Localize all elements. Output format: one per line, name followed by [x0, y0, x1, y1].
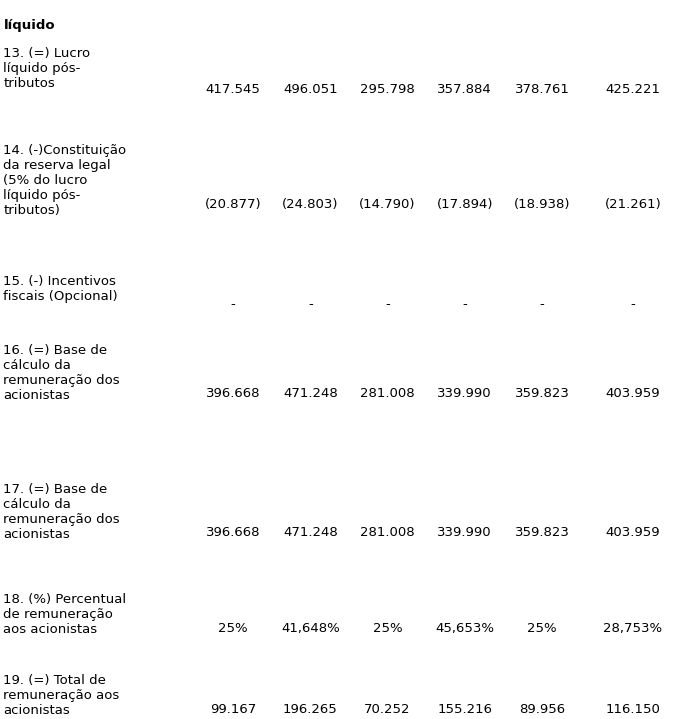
Text: (20.877): (20.877) — [205, 198, 261, 211]
Text: 18. (%) Percentual
de remuneração
aos acionistas: 18. (%) Percentual de remuneração aos ac… — [3, 593, 126, 636]
Text: 403.959: 403.959 — [606, 387, 660, 400]
Text: 13. (=) Lucro
líquido pós-
tributos: 13. (=) Lucro líquido pós- tributos — [3, 47, 91, 90]
Text: 396.668: 396.668 — [206, 526, 261, 539]
Text: -: - — [308, 298, 313, 311]
Text: -: - — [386, 298, 390, 311]
Text: 41,648%: 41,648% — [281, 622, 340, 635]
Text: 25%: 25% — [527, 622, 557, 635]
Text: 378.761: 378.761 — [514, 83, 569, 96]
Text: (21.261): (21.261) — [604, 198, 661, 211]
Text: 417.545: 417.545 — [206, 83, 261, 96]
Text: 281.008: 281.008 — [360, 387, 415, 400]
Text: -: - — [540, 298, 544, 311]
Text: 396.668: 396.668 — [206, 387, 261, 400]
Text: 471.248: 471.248 — [283, 387, 338, 400]
Text: -: - — [231, 298, 235, 311]
Text: 357.884: 357.884 — [438, 83, 492, 96]
Text: 14. (-)Constituição
da reserva legal
(5% do lucro
líquido pós-
tributos): 14. (-)Constituição da reserva legal (5%… — [3, 144, 126, 217]
Text: 471.248: 471.248 — [283, 526, 338, 539]
Text: 403.959: 403.959 — [606, 526, 660, 539]
Text: (24.803): (24.803) — [282, 198, 339, 211]
Text: 339.990: 339.990 — [438, 387, 492, 400]
Text: 16. (=) Base de
cálculo da
remuneração dos
acionistas: 16. (=) Base de cálculo da remuneração d… — [3, 344, 120, 402]
Text: (17.894): (17.894) — [436, 198, 493, 211]
Text: (18.938): (18.938) — [514, 198, 570, 211]
Text: 15. (-) Incentivos
fiscais (Opcional): 15. (-) Incentivos fiscais (Opcional) — [3, 275, 118, 303]
Text: -: - — [630, 298, 635, 311]
Text: 359.823: 359.823 — [514, 526, 569, 539]
Text: 45,653%: 45,653% — [435, 622, 495, 635]
Text: 196.265: 196.265 — [283, 703, 338, 716]
Text: 295.798: 295.798 — [360, 83, 415, 96]
Text: 25%: 25% — [218, 622, 248, 635]
Text: 19. (=) Total de
remuneração aos
acionistas: 19. (=) Total de remuneração aos acionis… — [3, 674, 119, 717]
Text: 425.221: 425.221 — [605, 83, 661, 96]
Text: 359.823: 359.823 — [514, 387, 569, 400]
Text: (14.790): (14.790) — [359, 198, 416, 211]
Text: 99.167: 99.167 — [210, 703, 257, 716]
Text: 281.008: 281.008 — [360, 526, 415, 539]
Text: 339.990: 339.990 — [438, 526, 492, 539]
Text: 25%: 25% — [372, 622, 403, 635]
Text: 116.150: 116.150 — [606, 703, 660, 716]
Text: 28,753%: 28,753% — [603, 622, 663, 635]
Text: 17. (=) Base de
cálculo da
remuneração dos
acionistas: 17. (=) Base de cálculo da remuneração d… — [3, 483, 120, 541]
Text: -: - — [462, 298, 467, 311]
Text: 89.956: 89.956 — [519, 703, 565, 716]
Text: 496.051: 496.051 — [283, 83, 338, 96]
Text: líquido: líquido — [3, 19, 55, 32]
Text: 155.216: 155.216 — [437, 703, 493, 716]
Text: 70.252: 70.252 — [364, 703, 411, 716]
